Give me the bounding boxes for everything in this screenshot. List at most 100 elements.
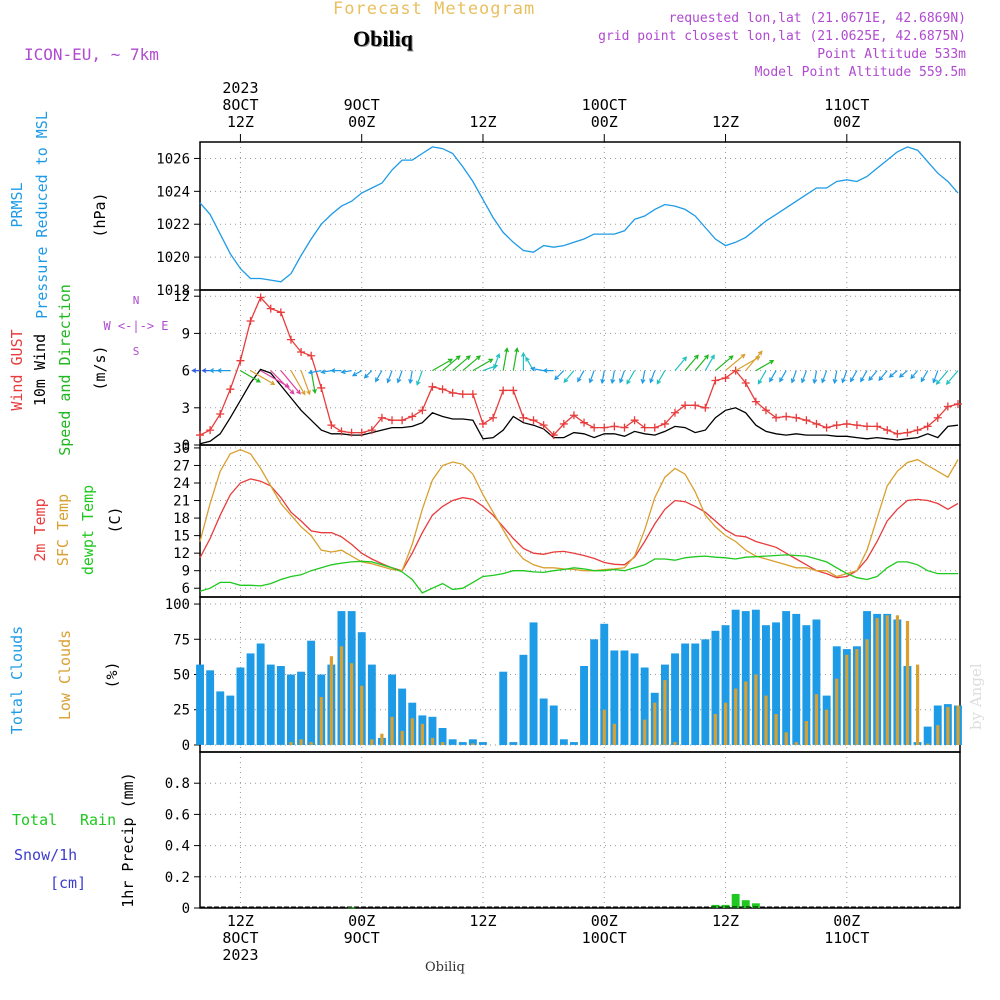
wind-gust-point [610,422,619,431]
low-cloud-bar [835,678,839,745]
low-cloud-bar [744,681,748,745]
wind-direction-arrow [841,370,848,384]
wind-gust-point [711,376,720,385]
wind-direction-arrow [860,370,868,383]
top-time-label: 12Z [712,113,739,131]
wind-ytick-label: 9 [182,326,190,342]
wind-direction-arrow [800,370,807,384]
total-cloud-bar [812,619,821,745]
low-cloud-bar [784,732,788,745]
wind-direction-arrow [610,370,616,385]
wind-direction-arrow [512,347,520,371]
total-clouds-label: Total Clouds [8,626,26,734]
wind-gust-point [206,426,215,435]
wind-direction-arrow [684,354,699,371]
wind-direction-arrow [745,350,763,371]
bottom-time-label: 12Z [227,912,254,930]
temperature-ytick-label: 30 [173,441,190,457]
wind-gust-point [226,385,235,394]
wind-direction-arrow [396,370,403,384]
total-cloud-bar [509,742,518,745]
wind-gust-point [367,426,376,435]
wind-direction-arrow [462,355,481,372]
wind-direction-arrow [910,370,919,380]
wind-direction-arrow [715,355,734,372]
wind-gust-point [489,413,498,422]
wind-gust-point [863,422,872,431]
wind-unit: (m/s) [91,345,109,390]
total-cloud-bar [549,705,558,745]
wind-gust-point [347,428,356,437]
wind-gust-point [196,431,204,440]
low-cloud-bar [946,706,950,745]
wind-gust-point [600,423,609,432]
wind-gust-point [559,419,568,428]
wind-direction-arrow [340,369,352,375]
low-cloud-bar [350,663,354,745]
wind-direction-arrow [755,359,775,372]
low-cloud-bar [289,742,293,745]
total-cloud-bar [923,726,932,745]
wind-direction-arrow [290,370,306,396]
wind-gust-point [761,406,770,415]
total-cloud-bar [297,671,305,745]
total-cloud-bar [438,728,447,745]
wind-gust-point [832,421,841,430]
wind-gust-point [317,383,326,392]
pressure-frame [199,141,961,291]
low-cloud-bar [865,639,869,745]
wind-gust-point [549,431,558,440]
low-cloud-bar [309,742,313,745]
low-cloud-bar [713,714,717,745]
wind-gust-point [408,412,417,421]
wind-direction-arrow [520,351,526,371]
temp-2m-label: 2m Temp [31,498,49,561]
total-cloud-bar [559,739,568,745]
wind-direction-arrow [300,370,311,396]
wind-direction-arrow [216,368,231,374]
wind-direction-arrow [779,370,787,383]
low-cloud-bar [380,733,384,745]
low-cloud-bar [602,709,606,745]
low-cloud-bar [360,685,364,745]
wind-direction-arrow [351,370,362,377]
location-title: Obiliq [353,26,413,51]
low-cloud-bar [814,694,819,745]
wind-direction-arrow [832,370,838,385]
wind-direction-arrow [563,370,575,384]
low-cloud-bar [663,680,667,745]
total-cloud-bar [711,630,720,745]
total-cloud-bar [539,698,548,745]
wind-direction-arrow [320,369,332,375]
wind-ytick-label: 12 [173,289,190,305]
wind-gust-point [458,390,467,399]
wind-gust-point [883,426,892,435]
total-cloud-bar [802,625,811,745]
wind-direction-arrow [191,368,200,374]
low-cloud-bar [653,702,657,745]
top-time-label: 00Z [833,113,860,131]
wind-dir-label: Speed and Direction [56,284,74,456]
total-cloud-bar [529,622,538,745]
low-cloud-bar [673,742,677,745]
point-altitude: Point Altitude 533m [817,47,966,62]
total-cloud-bar [287,674,295,745]
wind-gust-point [297,348,306,356]
temp-sfc-label: SFC Temp [54,494,72,566]
pressure-unit: (hPa) [91,192,109,237]
temp-sfc-line [199,448,959,578]
wind-gust-point [236,356,245,365]
precip-snow-label: Snow/1h [14,846,77,864]
low-cloud-bar [926,743,930,745]
bottom-time-label: 2023 [222,946,258,964]
bottom-time-label: 00Z [591,912,618,930]
wind-direction-arrow [674,356,687,371]
low-cloud-bar [329,656,333,745]
wind-gust-point [721,374,730,383]
wind-gust-point [893,429,902,438]
total-cloud-bar [266,664,275,745]
wind-gust-point [701,403,710,412]
wind-gust-point [256,293,265,302]
model-label: ICON-EU, ~ 7km [24,45,159,64]
